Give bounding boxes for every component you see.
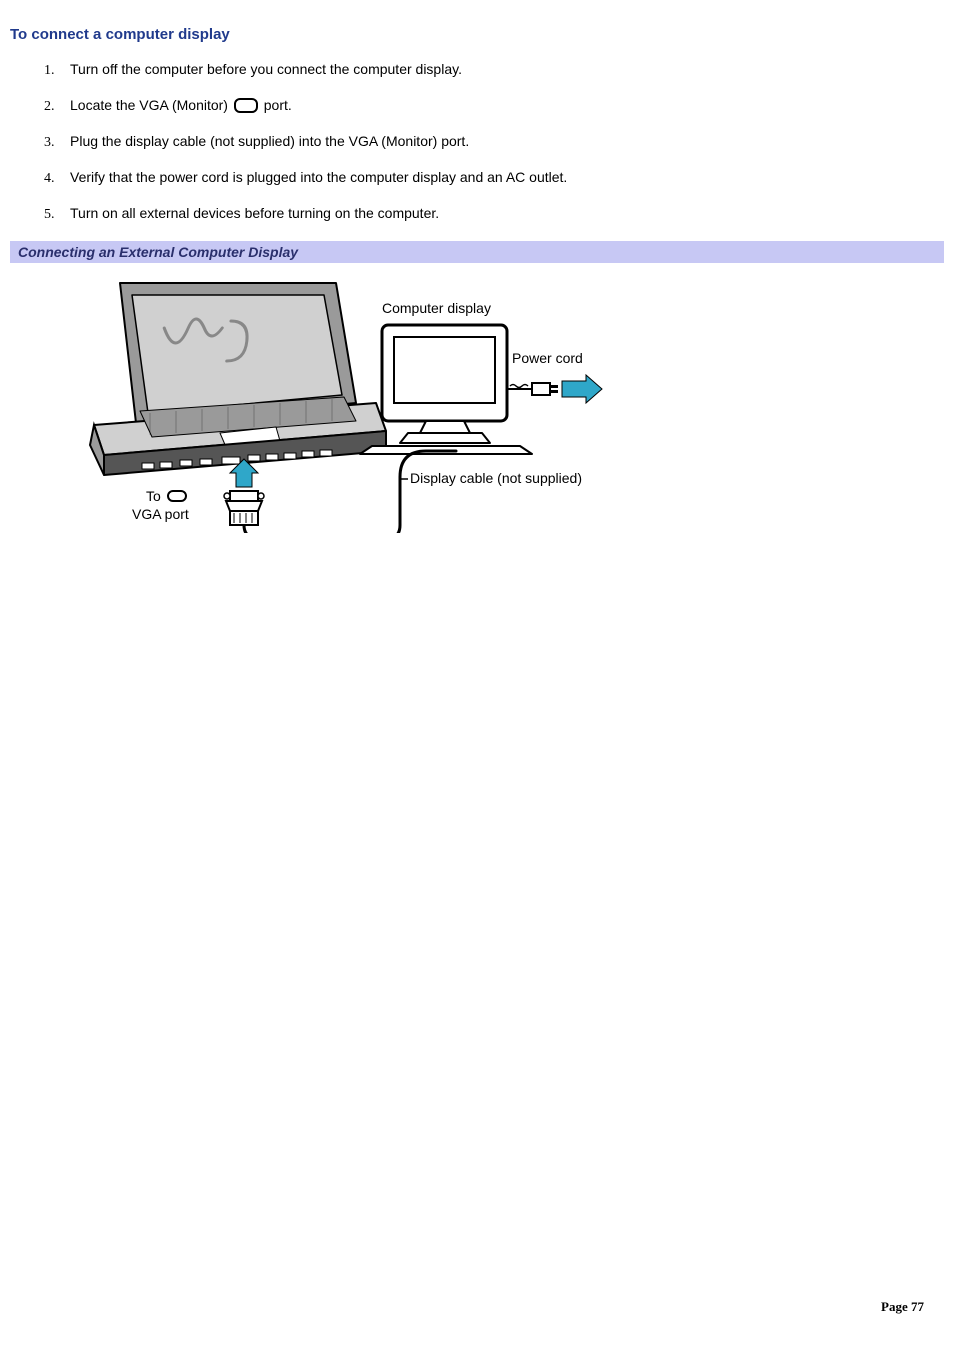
step-text: Turn off the computer before you connect… xyxy=(70,61,462,77)
document-page: To connect a computer display Turn off t… xyxy=(0,0,954,538)
step-item: Turn on all external devices before turn… xyxy=(58,205,944,223)
step-text: Verify that the power cord is plugged in… xyxy=(70,169,567,185)
step-item: Verify that the power cord is plugged in… xyxy=(58,169,944,187)
connection-diagram: Computer display Power cord Display cable … xyxy=(80,273,640,533)
steps-list: Turn off the computer before you connect… xyxy=(10,61,944,223)
step-item: Locate the VGA (Monitor) port. xyxy=(58,97,944,115)
svg-text:To: To xyxy=(146,488,161,504)
section-heading: To connect a computer display xyxy=(10,26,944,43)
svg-text:Power cord: Power cord xyxy=(512,350,583,366)
svg-text:Computer display: Computer display xyxy=(382,300,491,316)
vga-port-icon xyxy=(234,98,258,113)
diagram-container: Computer display Power cord Display cable … xyxy=(80,273,640,538)
step-text: Locate the VGA (Monitor) port. xyxy=(70,97,292,113)
page-label: Page xyxy=(881,1299,908,1314)
step-text: Plug the display cable (not supplied) in… xyxy=(70,133,469,149)
step-text: Turn on all external devices before turn… xyxy=(70,205,439,221)
page-footer: Page 77 xyxy=(881,1299,924,1315)
svg-text:VGA port: VGA port xyxy=(132,506,189,522)
step-item: Plug the display cable (not supplied) in… xyxy=(58,133,944,151)
step-item: Turn off the computer before you connect… xyxy=(58,61,944,79)
page-number: 77 xyxy=(911,1299,924,1314)
svg-text:Display cable (not supplied): Display cable (not supplied) xyxy=(410,470,582,486)
figure-caption-bar: Connecting an External Computer Display xyxy=(10,241,944,263)
